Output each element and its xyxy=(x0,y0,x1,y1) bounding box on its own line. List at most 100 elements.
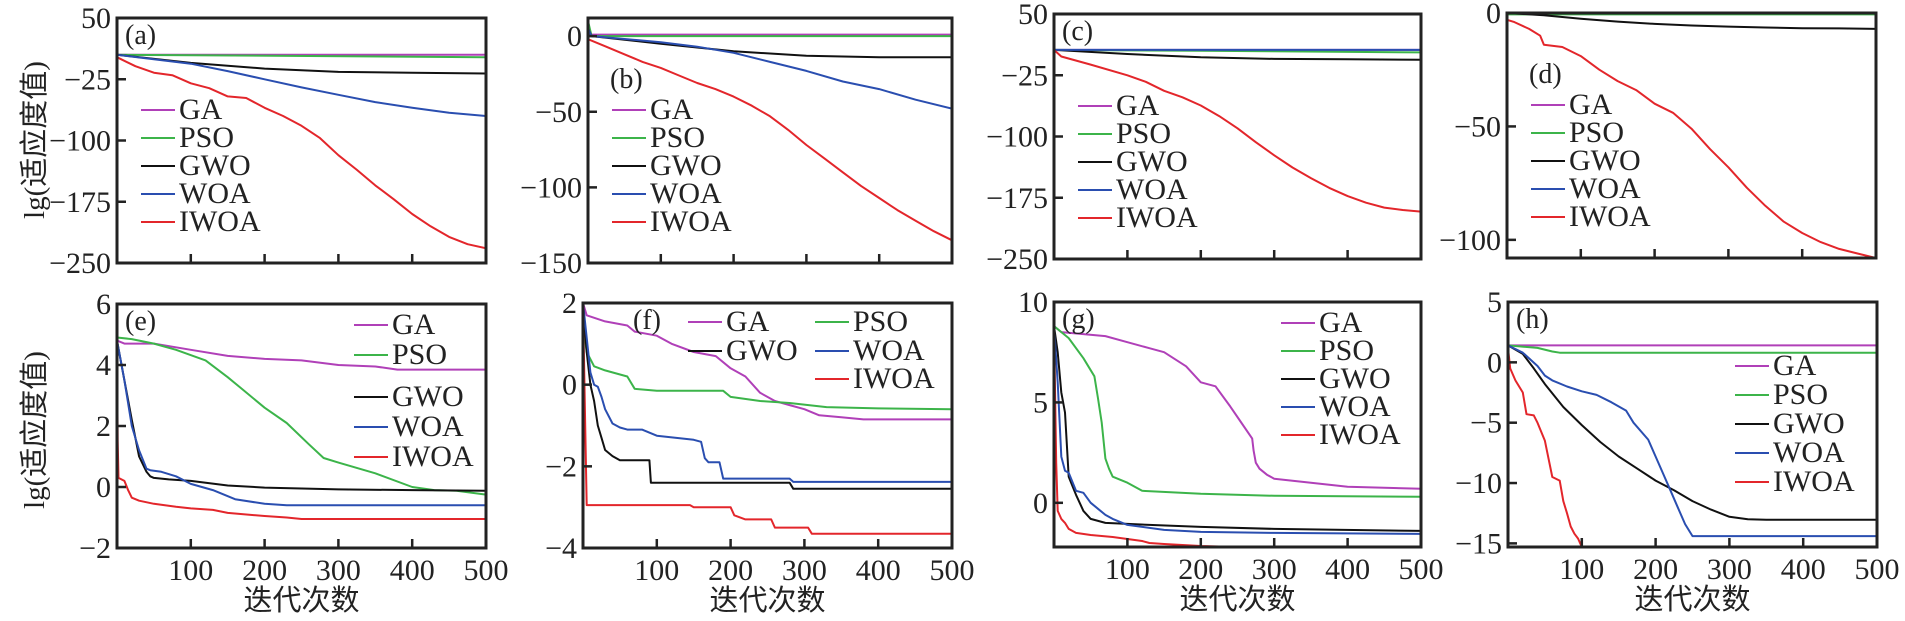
legend-item-iwoa: IWOA xyxy=(1281,418,1401,451)
x-tick-label: 300 xyxy=(782,554,827,587)
legend-item-gwo: GWO xyxy=(1078,145,1188,178)
y-tick-label: 2 xyxy=(96,410,111,443)
legend-item-woa: WOA xyxy=(1281,390,1391,423)
y-tick-label: 0 xyxy=(567,20,582,53)
x-tick-label: 400 xyxy=(1325,553,1370,586)
legend-label: WOA xyxy=(1319,390,1391,423)
series-group xyxy=(588,20,952,242)
series-line-pso xyxy=(117,53,486,59)
legend-item-ga: GA xyxy=(1531,88,1613,121)
series-line-gwo xyxy=(588,28,952,59)
series-line-woa xyxy=(1054,326,1421,535)
panel-label: (f) xyxy=(633,305,661,336)
legend-item-pso: PSO xyxy=(1281,334,1374,367)
panel-h: 100 200 300 400 500 5 0 −5 −10 −15 (h) 迭代次数 GAPSOGWO… xyxy=(1455,286,1899,616)
legend-item-ga: GA xyxy=(1281,306,1363,339)
y-tick-label: −50 xyxy=(535,96,582,129)
y-tick-label: −15 xyxy=(1455,527,1502,560)
y-tick-label: −2 xyxy=(545,450,577,483)
series-line-ga xyxy=(1054,325,1421,490)
legend-item-gwo: GWO xyxy=(141,149,251,182)
legend-label: PSO xyxy=(1319,334,1374,367)
panel-f: 100 200 300 400 500 2 0 −2 −4 (f) 迭代次数 GA PSO GWO WOAI… xyxy=(545,287,974,617)
y-tick-label: −2 xyxy=(79,532,111,565)
legend-item-pso: PSO xyxy=(354,338,447,371)
legend-item-gwo: GWO xyxy=(1531,144,1641,177)
y-tick-label: −10 xyxy=(1455,467,1502,500)
y-tick-label: −5 xyxy=(1470,407,1502,440)
panel-label: (h) xyxy=(1516,304,1549,335)
y-tick-label: 50 xyxy=(1018,0,1048,31)
series-line-ga xyxy=(583,303,952,421)
y-tick-label: 5 xyxy=(1487,286,1502,319)
legend-label: IWOA xyxy=(650,205,732,238)
panel-label: (c) xyxy=(1062,16,1093,47)
legend-label: IWOA xyxy=(179,205,261,238)
legend-item-ga: GA xyxy=(688,305,770,338)
legend-label: IWOA xyxy=(1773,465,1855,498)
legend-item-woa: WOA xyxy=(1531,172,1641,205)
series-group xyxy=(1508,344,1877,547)
x-tick-label: 100 xyxy=(634,554,679,587)
legend-label: PSO xyxy=(179,121,234,154)
y-axis-title-top: lg(适应度值) xyxy=(18,61,51,219)
y-tick-label: −150 xyxy=(520,247,582,280)
y-tick-label: 10 xyxy=(1018,286,1048,319)
series-group xyxy=(1507,13,1876,258)
series-line-iwoa xyxy=(588,38,952,242)
legend-item-pso: PSO xyxy=(612,121,705,154)
y-tick-label: 2 xyxy=(562,287,577,320)
legend-item-ga: GA xyxy=(1078,89,1160,122)
legend-label: IWOA xyxy=(1319,418,1401,451)
y-tick-label: 0 xyxy=(1487,346,1502,379)
legend-label: IWOA xyxy=(853,362,935,395)
legend-label: WOA xyxy=(392,410,464,443)
series-line-pso xyxy=(1054,325,1421,498)
x-tick-label: 400 xyxy=(856,554,901,587)
series-line-iwoa xyxy=(117,340,486,520)
legend-item-iwoa: IWOA xyxy=(612,205,732,238)
y-tick-label: 5 xyxy=(1033,386,1048,419)
legend-label: PSO xyxy=(1116,117,1171,150)
legend-label: IWOA xyxy=(392,440,474,473)
series-line-pso xyxy=(117,336,486,496)
legend-item-woa: WOA xyxy=(141,177,251,210)
series-line-iwoa xyxy=(117,56,486,250)
y-tick-label: −100 xyxy=(986,121,1048,154)
x-tick-label: 100 xyxy=(168,554,213,587)
y-tick-label: 0 xyxy=(96,471,111,504)
legend-label: GA xyxy=(726,305,770,338)
x-tick-label: 100 xyxy=(1559,553,1604,586)
y-tick-label: −50 xyxy=(1454,110,1501,143)
legend-item-gwo: GWO xyxy=(1281,362,1391,395)
series-line-gwo xyxy=(1054,325,1421,532)
legend-label: GWO xyxy=(392,380,464,413)
legend-item-ga: GA xyxy=(354,308,436,341)
series-line-woa xyxy=(583,303,952,483)
x-tick-label: 500 xyxy=(1855,553,1900,586)
series-line-pso xyxy=(583,323,952,411)
legend-item-pso: PSO xyxy=(1531,116,1624,149)
series-group xyxy=(117,53,486,250)
panel-label: (d) xyxy=(1529,59,1562,90)
legend-label: WOA xyxy=(1116,173,1188,206)
series-line-woa xyxy=(1508,344,1877,538)
y-tick-label: −25 xyxy=(64,63,111,96)
series-line-ga xyxy=(588,20,952,36)
legend-label: GA xyxy=(1569,88,1613,121)
series-group xyxy=(117,336,486,520)
legend-label: GWO xyxy=(726,334,798,367)
legend-label: GWO xyxy=(650,149,722,182)
legend-item-woa: WOA xyxy=(354,410,464,443)
legend-item-iwoa: IWOA xyxy=(141,205,261,238)
legend-label: WOA xyxy=(650,177,722,210)
x-tick-label: 300 xyxy=(1707,553,1752,586)
